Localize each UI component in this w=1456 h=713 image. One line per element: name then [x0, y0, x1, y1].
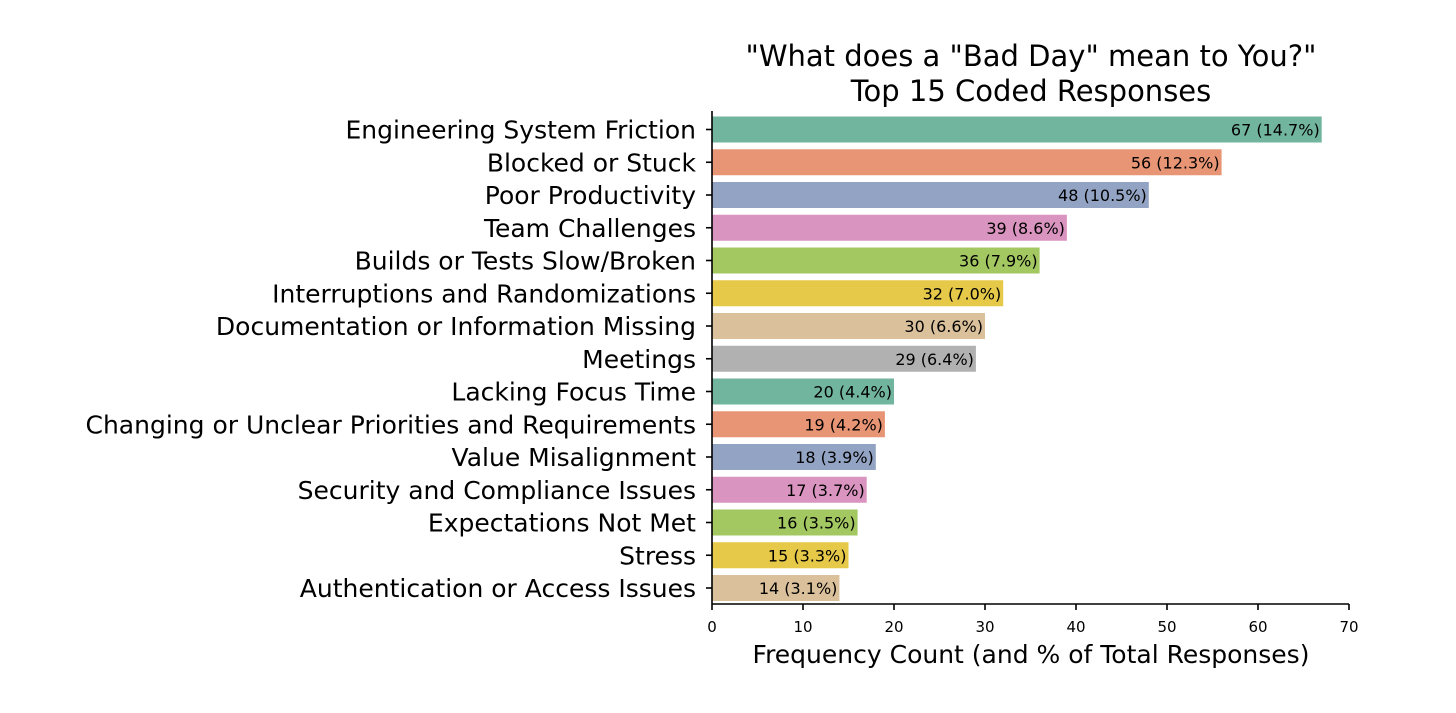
bar-value-label: 39 (8.6%): [986, 219, 1065, 238]
category-label: Blocked or Stuck: [487, 148, 697, 177]
category-label: Lacking Focus Time: [451, 378, 696, 407]
chart-title: "What does a "Bad Day" mean to You?": [745, 39, 1316, 73]
bar-value-label: 15 (3.3%): [768, 546, 847, 565]
x-tick-label: 10: [793, 618, 812, 636]
bar: [712, 444, 876, 470]
bar-value-label: 29 (6.4%): [895, 350, 974, 369]
category-label: Engineering System Friction: [345, 116, 696, 145]
category-label: Expectations Not Met: [428, 509, 696, 538]
bar: [712, 575, 840, 601]
bar: [712, 149, 1222, 176]
bar: [712, 509, 858, 536]
category-label: Documentation or Information Missing: [216, 312, 696, 341]
category-label: Meetings: [582, 345, 696, 374]
bars-group: [712, 116, 1322, 601]
bar: [712, 411, 885, 438]
bar: [712, 247, 1040, 274]
x-tick-label: 0: [707, 618, 717, 636]
bar: [712, 476, 867, 503]
x-axis-ticks: 0 10 20 30 40 50 60 70: [706, 128, 1359, 636]
bar-value-label: 30 (6.6%): [904, 317, 983, 336]
bar-value-label: 18 (3.9%): [795, 448, 874, 467]
bar-value-label: 48 (10.5%): [1058, 186, 1147, 205]
category-label: Security and Compliance Issues: [298, 476, 696, 505]
bar: [712, 116, 1322, 143]
bar: [712, 378, 894, 405]
category-label: Poor Productivity: [485, 181, 696, 210]
x-tick-label: 20: [884, 618, 903, 636]
bar-value-label: 67 (14.7%): [1231, 121, 1320, 140]
bar: [712, 214, 1067, 241]
category-label: Team Challenges: [483, 214, 696, 243]
chart-subtitle: Top 15 Coded Responses: [850, 74, 1212, 108]
bar: [712, 182, 1149, 208]
x-tick-label: 60: [1248, 618, 1267, 636]
bar: [712, 313, 985, 339]
x-tick-label: 40: [1066, 618, 1085, 636]
category-label: Authentication or Access Issues: [300, 574, 696, 603]
x-tick-label: 70: [1339, 618, 1358, 636]
category-label: Stress: [619, 541, 696, 570]
bar-value-label: 14 (3.1%): [759, 579, 838, 598]
bar: [712, 280, 1004, 307]
bar: [712, 542, 849, 569]
bar-value-label: 20 (4.4%): [813, 383, 892, 402]
bar-value-label: 19 (4.2%): [804, 415, 883, 434]
category-labels: Engineering System Friction Blocked or St…: [86, 116, 697, 604]
bar-value-label: 36 (7.9%): [959, 252, 1038, 271]
bar-value-label: 32 (7.0%): [923, 284, 1002, 303]
category-label: Builds or Tests Slow/Broken: [355, 247, 696, 276]
bar-value-label: 56 (12.3%): [1131, 153, 1220, 172]
bar-value-labels: 67 (14.7%) 56 (12.3%) 48 (10.5%) 39 (8.6%) 3…: [759, 121, 1320, 599]
category-label: Changing or Unclear Priorities and Requi…: [86, 410, 697, 439]
category-label: Interruptions and Randomizations: [272, 279, 696, 308]
bar: [712, 345, 976, 372]
bar-value-label: 17 (3.7%): [786, 481, 865, 500]
category-label: Value Misalignment: [452, 443, 697, 472]
x-tick-label: 50: [1157, 618, 1176, 636]
x-tick-label: 30: [975, 618, 994, 636]
x-axis-title: Frequency Count (and % of Total Response…: [753, 640, 1310, 669]
bar-value-label: 16 (3.5%): [777, 514, 856, 533]
